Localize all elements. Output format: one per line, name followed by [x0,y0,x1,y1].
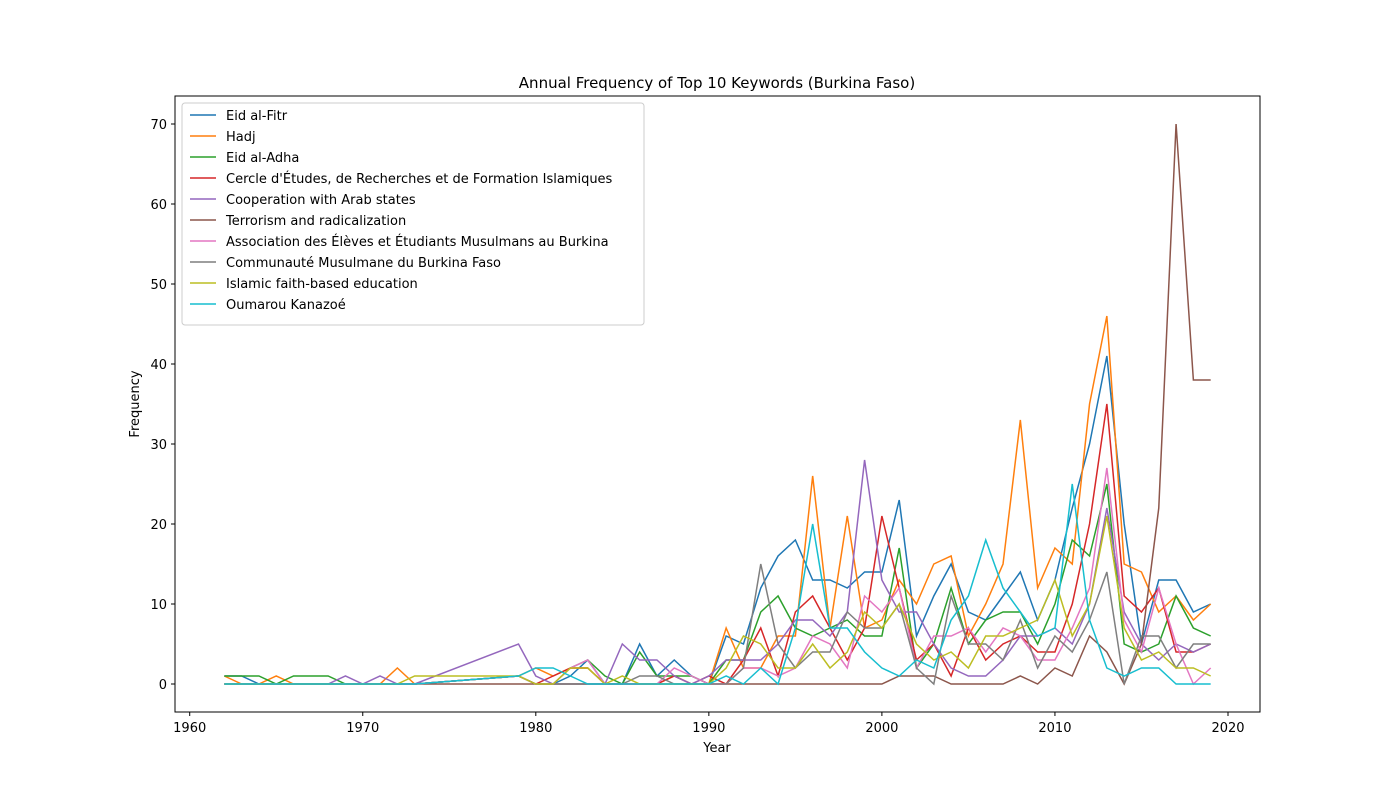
legend-label: Terrorism and radicalization [225,214,406,229]
legend-label: Oumarou Kanazoé [226,298,346,313]
y-tick-label: 50 [150,278,167,293]
y-tick-label: 60 [150,198,167,213]
x-tick-label: 1970 [346,721,379,736]
y-tick-label: 20 [150,518,167,533]
series-line [224,459,1211,685]
y-tick-label: 10 [150,598,167,613]
legend-label: Eid al-Adha [226,151,299,166]
legend-label: Communauté Musulmane du Burkina Faso [226,256,501,271]
x-axis-label: Year [702,741,731,756]
y-tick-label: 70 [150,118,167,133]
x-tick-label: 2000 [865,721,898,736]
legend-label: Eid al-Fitr [226,109,288,124]
y-tick-label: 30 [150,438,167,453]
y-tick-label: 40 [150,358,167,373]
y-axis-label: Frequency [128,370,143,437]
x-tick-label: 2020 [1211,721,1244,736]
series-line [224,483,1211,686]
x-tick-label: 1990 [692,721,725,736]
legend-label: Cooperation with Arab states [226,193,416,208]
legend-label: Cercle d'Études, de Recherches et de For… [226,171,613,187]
chart-title: Annual Frequency of Top 10 Keywords (Bur… [519,74,915,92]
legend-label: Hadj [226,130,256,145]
x-tick-label: 2010 [1038,721,1071,736]
x-tick-label: 1960 [173,721,206,736]
legend-box [181,102,645,326]
legend-label: Association des Élèves et Étudiants Musu… [226,234,609,250]
y-tick-label: 0 [159,678,167,693]
x-tick-label: 1980 [519,721,552,736]
plot-frame [174,95,1261,713]
legend-label: Islamic faith-based education [226,277,418,292]
series-line [224,403,1211,685]
series-line [224,563,1211,686]
